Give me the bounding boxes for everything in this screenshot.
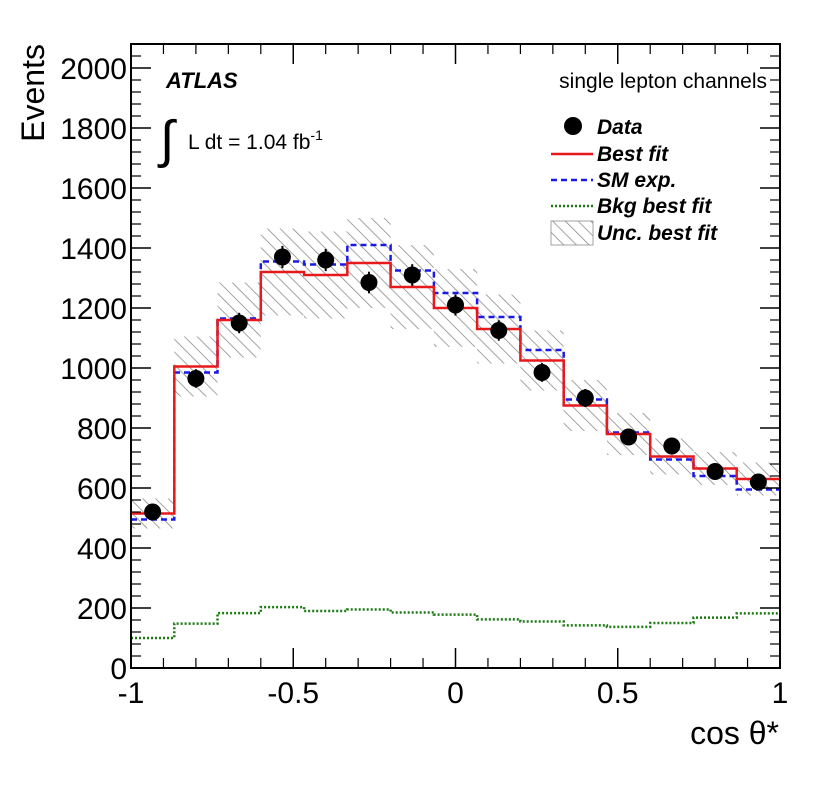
- legend-best-fit-label: Best fit: [597, 143, 669, 166]
- sm-exp-step: [131, 243, 780, 521]
- channel-label: single lepton channels: [559, 70, 767, 93]
- data-point: [230, 314, 248, 332]
- data-point: [490, 322, 508, 339]
- x-tick-label: 1: [772, 677, 789, 710]
- y-tick-labels: 0 200 400 600 800 1000 1200 1400 1600 1800 2000: [60, 53, 127, 686]
- data-point: [576, 389, 594, 407]
- y-tick-label: 800: [77, 413, 127, 446]
- y-tick-label: 0: [110, 653, 127, 686]
- y-tick-label: 200: [77, 593, 127, 626]
- luminosity-text: L dt = 1.04 fb: [188, 131, 310, 154]
- y-tick-label: 1800: [60, 113, 127, 146]
- data-point: [533, 364, 551, 381]
- y-tick-label: 1200: [60, 293, 127, 326]
- y-tick-label: 1000: [60, 353, 127, 386]
- uncertainty-band: [131, 218, 780, 529]
- y-tick-label: 1400: [60, 233, 127, 266]
- bkg-best-fit-step: [131, 605, 780, 640]
- data-point: [360, 274, 378, 291]
- data-point: [706, 463, 724, 480]
- x-tick-labels: -1 -0.5 0 0.5 1: [118, 677, 789, 710]
- data-point: [620, 428, 638, 446]
- legend-sm-exp-label: SM exp.: [597, 169, 676, 192]
- y-tick-label: 1600: [60, 173, 127, 206]
- data-point: [273, 248, 291, 266]
- data-points: [144, 245, 767, 521]
- legend-unc-label: Unc. best fit: [597, 222, 718, 245]
- luminosity-label: L dt = 1.04 fb-1: [188, 127, 323, 154]
- y-tick-label: 2000: [60, 53, 127, 86]
- luminosity-exponent: -1: [310, 127, 323, 143]
- x-axis-label: cos θ*: [690, 715, 779, 751]
- x-tick-label: 0: [447, 677, 464, 710]
- data-point: [749, 473, 767, 491]
- data-point: [187, 370, 205, 387]
- bkg-best-fit-line: [131, 605, 780, 640]
- data-point: [317, 251, 335, 269]
- data-point: [144, 503, 162, 521]
- legend-data-label: Data: [597, 116, 643, 139]
- legend: Data Best fit SM exp. Bkg best fit Unc. …: [550, 116, 718, 246]
- data-point: [447, 296, 464, 314]
- x-tick-label: -1: [118, 677, 145, 710]
- axis-ticks: [130, 43, 781, 669]
- legend-unc-marker: [550, 220, 594, 246]
- legend-bkg-label: Bkg best fit: [597, 195, 712, 218]
- data-point: [403, 266, 421, 284]
- x-tick-label: 0.5: [597, 677, 639, 710]
- x-tick-label: -0.5: [267, 677, 319, 710]
- y-tick-label: 600: [77, 473, 127, 506]
- atlas-label: ATLAS: [165, 68, 238, 93]
- integral-symbol: ∫: [157, 111, 177, 169]
- y-tick-label: 400: [77, 533, 127, 566]
- y-axis-label: Events: [15, 44, 51, 142]
- legend-data-marker: [564, 117, 582, 135]
- data-point: [663, 437, 681, 455]
- sm-exp-line: [131, 243, 780, 521]
